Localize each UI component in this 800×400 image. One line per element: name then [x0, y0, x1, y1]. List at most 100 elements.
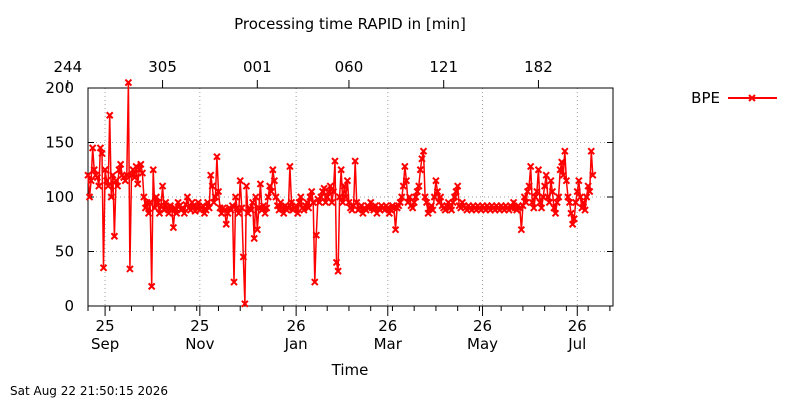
data-point [183, 193, 192, 201]
data-point [542, 171, 550, 179]
data-point [340, 182, 348, 190]
data-point [96, 144, 105, 152]
y-tick-label: 200 [45, 79, 74, 97]
data-point [84, 171, 92, 179]
data-point [151, 204, 159, 212]
data-point [113, 182, 122, 190]
x2-tick-label: 305 [148, 58, 177, 76]
data-point [180, 209, 189, 218]
data-point [261, 209, 269, 218]
data-point [267, 187, 275, 196]
data-point [269, 166, 277, 174]
data-point [548, 187, 557, 196]
data-point [141, 204, 150, 212]
footer-timestamp: Sat Aug 22 21:50:15 2026 [10, 384, 168, 398]
data-point [452, 187, 460, 196]
data-point [126, 265, 134, 273]
data-point [144, 209, 153, 218]
data-point [450, 193, 459, 201]
data-point [449, 198, 457, 207]
x2-tick-label: 060 [335, 58, 364, 76]
data-point [337, 166, 345, 174]
data-point [272, 193, 280, 201]
data-point [110, 232, 119, 240]
data-point [334, 267, 342, 275]
data-point [587, 147, 595, 155]
data-point [398, 193, 406, 201]
x-tick-label-day: 26 [287, 317, 306, 335]
data-point [270, 176, 279, 185]
data-point [545, 198, 554, 207]
data-point [537, 204, 546, 212]
data-point [107, 193, 116, 201]
data-point [205, 204, 213, 212]
data-point [90, 166, 98, 174]
data-point [124, 78, 133, 87]
data-point [102, 176, 111, 185]
data-point [585, 187, 594, 196]
data-point [531, 193, 540, 201]
data-point [530, 204, 538, 212]
legend-label-bpe: BPE [691, 89, 720, 107]
data-point [87, 176, 95, 185]
data-point [146, 198, 154, 207]
data-point [95, 182, 103, 190]
data-point [101, 166, 109, 174]
data-point [413, 187, 421, 196]
data-point [342, 193, 350, 201]
data-point [303, 198, 311, 207]
data-point [317, 193, 325, 201]
data-point [416, 166, 425, 174]
data-point [247, 206, 255, 214]
data-point [242, 182, 251, 190]
data-point [343, 176, 352, 185]
data-point [565, 198, 574, 207]
data-point [551, 209, 560, 218]
data-point [584, 182, 592, 190]
data-point [570, 215, 578, 223]
series-line-bpe [87, 82, 594, 304]
x-tick-label-day: 26 [378, 317, 397, 335]
legend-marker-bpe [748, 94, 756, 102]
data-point [575, 176, 583, 185]
data-point [311, 278, 319, 286]
data-point [405, 193, 414, 201]
data-point [430, 193, 439, 201]
data-point [351, 157, 359, 165]
legend-marker-x [748, 94, 756, 102]
data-point [214, 187, 223, 196]
data-point [230, 278, 238, 286]
data-point [556, 166, 564, 174]
x-tick-label-day: 26 [568, 317, 587, 335]
data-point [589, 171, 597, 179]
data-point [284, 204, 293, 212]
x-tick-label-month: Mar [374, 335, 403, 353]
data-point [517, 225, 526, 234]
data-point [328, 198, 336, 207]
x2-tick-label: 121 [429, 58, 458, 76]
data-point [130, 173, 139, 182]
data-point [559, 171, 568, 179]
data-point [252, 193, 260, 201]
legend: BPE [691, 89, 777, 107]
data-point [399, 182, 408, 190]
data-point [332, 258, 341, 267]
x-tick-label-month: Jul [567, 335, 586, 353]
x2-tick-label: 244 [53, 58, 82, 76]
data-point [572, 198, 580, 207]
data-point [329, 187, 338, 196]
data-point [544, 193, 552, 201]
data-point [558, 158, 566, 166]
series-bpe [84, 78, 597, 308]
data-point [568, 220, 577, 228]
data-point [429, 206, 437, 214]
data-point [98, 149, 106, 158]
y-tick-label: 100 [45, 188, 74, 206]
data-point [137, 160, 145, 169]
data-point [112, 176, 120, 185]
data-point [567, 209, 575, 218]
data-point [248, 198, 257, 207]
data-point [250, 234, 258, 243]
data-point [222, 220, 230, 228]
